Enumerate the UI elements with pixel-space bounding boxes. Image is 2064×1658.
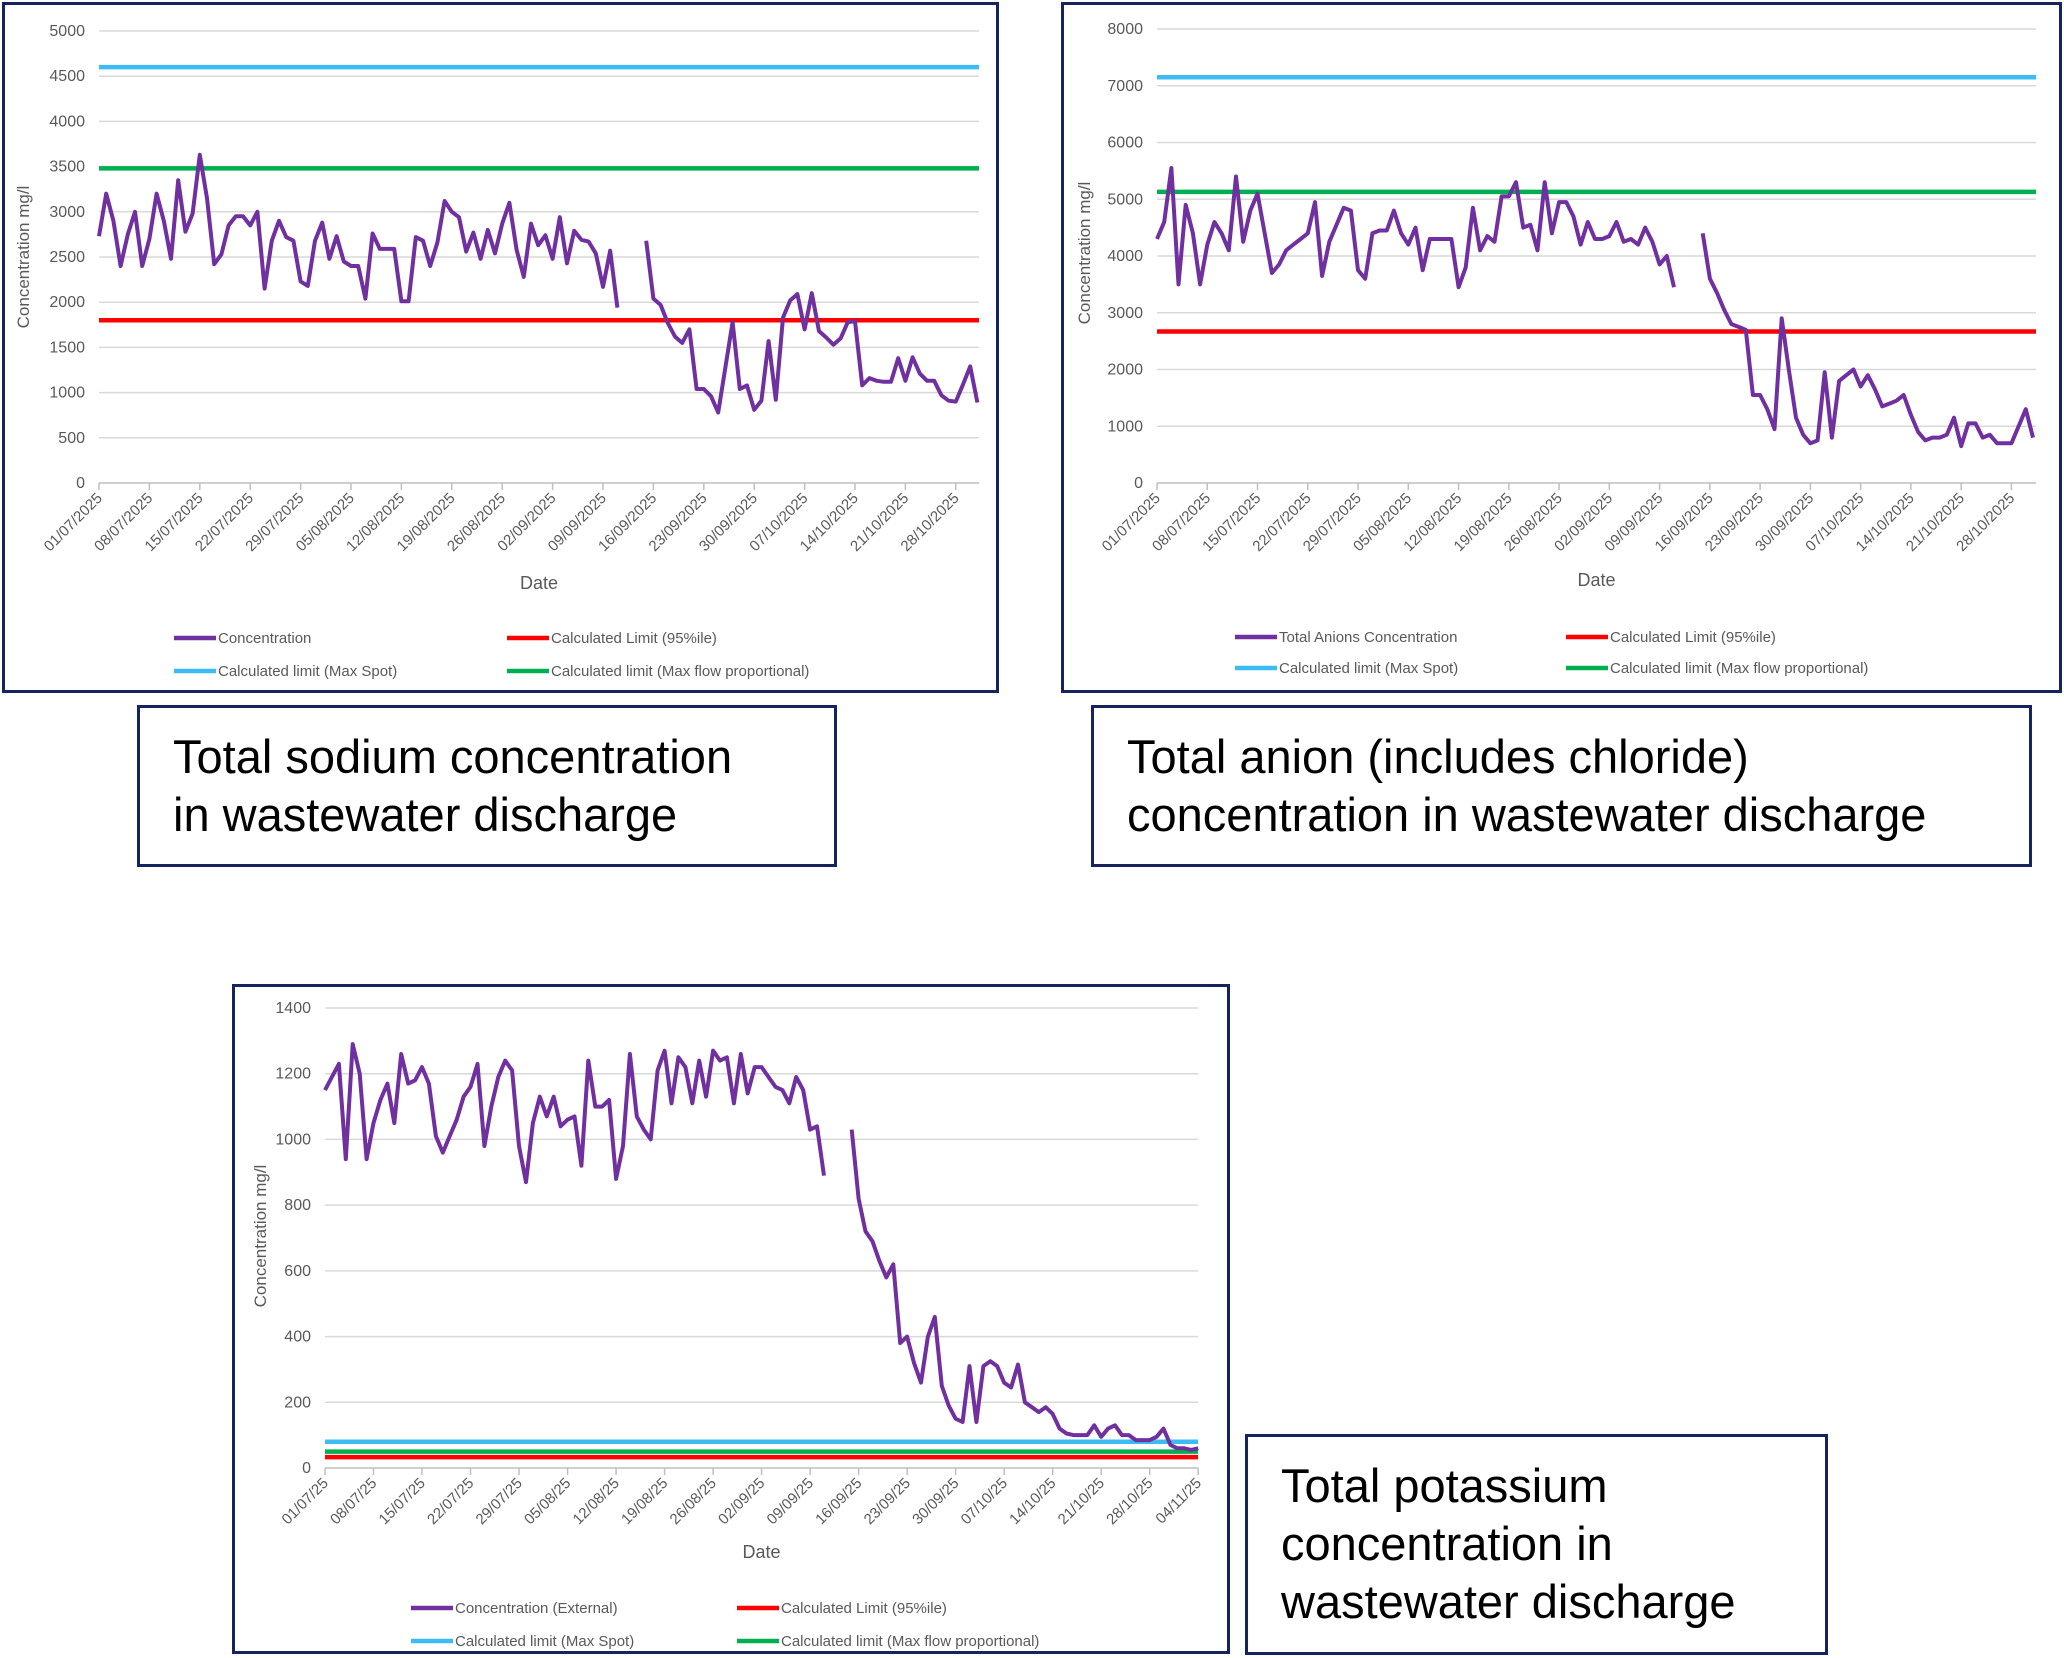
x-tick-label: 04/11/25 xyxy=(1152,1475,1205,1528)
y-tick-label: 8000 xyxy=(1107,21,1143,38)
x-axis-title: Date xyxy=(742,1542,780,1562)
y-tick-label: 6000 xyxy=(1107,135,1143,152)
concentration-line-segment xyxy=(97,152,620,308)
x-tick-label: 12/08/25 xyxy=(570,1475,623,1528)
y-tick-label: 4000 xyxy=(1107,248,1143,265)
x-tick-label: 28/10/25 xyxy=(1103,1475,1156,1528)
legend-label: Calculated limit (Max Spot) xyxy=(1279,660,1458,677)
caption-line: Total sodium concentration xyxy=(173,730,733,783)
legend-label: Calculated limit (Max flow proportional) xyxy=(551,663,809,680)
y-tick-label: 1500 xyxy=(49,339,85,356)
x-tick-label: 05/08/25 xyxy=(521,1475,574,1528)
x-tick-label: 30/09/25 xyxy=(909,1475,962,1528)
x-tick-label: 07/10/25 xyxy=(958,1475,1011,1528)
caption-line: Total potassium xyxy=(1281,1459,1608,1512)
y-tick-label: 3000 xyxy=(1107,305,1143,322)
y-tick-label: 2000 xyxy=(49,294,85,311)
concentration-line-segment xyxy=(323,1042,826,1185)
legend-label: Calculated Limit (95%ile) xyxy=(1610,629,1776,646)
anion-caption: Total anion (includes chloride) concentr… xyxy=(1091,705,2032,867)
caption-line: concentration in xyxy=(1281,1517,1613,1570)
y-tick-label: 1400 xyxy=(275,1000,311,1017)
sodium-chart: 0 500 1000 1500 2000 2500 3000 3500 4000 4500 5000… xyxy=(2,2,999,693)
concentration-line-segment xyxy=(1155,166,1676,290)
concentration-line-segment xyxy=(644,240,980,415)
anion-chart-svg: 01000200030004000500060007000800001/07/2… xyxy=(1075,21,2036,677)
x-tick-label: 19/08/25 xyxy=(618,1475,671,1528)
x-axis-title: Date xyxy=(520,573,558,593)
concentration-line-segment xyxy=(849,1129,1199,1452)
legend-label: Calculated limit (Max Spot) xyxy=(455,1633,634,1650)
sodium-chart-svg: 0 500 1000 1500 2000 2500 3000 3500 4000 4500 5000… xyxy=(14,23,980,680)
sodium-caption: Total sodium concentration in wastewater… xyxy=(137,705,837,867)
legend-label: Calculated Limit (95%ile) xyxy=(551,630,717,647)
concentration-line-segment xyxy=(1700,232,2035,449)
x-tick-label: 02/09/25 xyxy=(715,1475,768,1528)
y-tick-label: 1000 xyxy=(49,385,85,402)
x-tick-label: 29/07/25 xyxy=(473,1475,526,1528)
legend-label: Calculated limit (Max flow proportional) xyxy=(781,1633,1039,1650)
y-tick-label: 200 xyxy=(284,1394,311,1411)
x-tick-label: 09/09/25 xyxy=(764,1475,817,1528)
caption-line: wastewater discharge xyxy=(1281,1575,1736,1628)
y-tick-label: 0 xyxy=(76,475,85,492)
y-tick-label: 1000 xyxy=(275,1131,311,1148)
legend-label: Concentration xyxy=(218,630,311,647)
y-tick-label: 0 xyxy=(302,1460,311,1477)
legend-label: Calculated Limit (95%ile) xyxy=(781,1600,947,1617)
caption-line: in wastewater discharge xyxy=(173,788,678,841)
potassium-chart-svg: 0 200 400 600 800 1000 1200 1400 01/07/2508/07/2… xyxy=(251,1000,1205,1650)
y-tick-label: 3500 xyxy=(49,159,85,176)
legend-label: Calculated limit (Max flow proportional) xyxy=(1610,660,1868,677)
x-tick-label: 26/08/25 xyxy=(667,1475,720,1528)
legend-label: Concentration (External) xyxy=(455,1600,618,1617)
y-tick-label: 2000 xyxy=(1107,362,1143,379)
y-tick-label: 600 xyxy=(284,1263,311,1280)
x-tick-label: 21/10/25 xyxy=(1055,1475,1108,1528)
anion-chart: 0 1000 2000 3000 4000 5000 6000 7000 8000 01/07/2… xyxy=(1061,2,2062,693)
x-axis-title: Date xyxy=(1577,570,1615,590)
x-tick-label: 14/10/25 xyxy=(1006,1475,1059,1528)
y-tick-label: 0 xyxy=(1134,475,1143,492)
potassium-chart: 0 200 400 600 800 1000 1200 1400 01/07/25 08/07/2… xyxy=(232,984,1230,1654)
legend-label: Total Anions Concentration xyxy=(1279,629,1457,646)
x-tick-label: 08/07/25 xyxy=(327,1475,380,1528)
y-tick-label: 500 xyxy=(58,430,85,447)
y-tick-label: 3000 xyxy=(49,204,85,221)
x-tick-label: 22/07/25 xyxy=(424,1475,477,1528)
potassium-caption: Total potassium concentration in wastewa… xyxy=(1245,1434,1828,1655)
y-axis-title: Concentration mg/l xyxy=(1075,182,1094,325)
x-tick-label: 15/07/25 xyxy=(376,1475,429,1528)
y-tick-label: 400 xyxy=(284,1329,311,1346)
x-tick-label: 16/09/25 xyxy=(812,1475,865,1528)
y-tick-label: 7000 xyxy=(1107,78,1143,95)
y-tick-label: 800 xyxy=(284,1197,311,1214)
x-tick-label: 01/07/25 xyxy=(279,1475,332,1528)
caption-line: Total anion (includes chloride) xyxy=(1127,730,1749,783)
x-tick-label: 23/09/25 xyxy=(861,1475,914,1528)
y-tick-label: 5000 xyxy=(1107,191,1143,208)
caption-line: concentration in wastewater discharge xyxy=(1127,788,1927,841)
y-tick-label: 4000 xyxy=(49,113,85,130)
y-tick-label: 1000 xyxy=(1107,418,1143,435)
legend-label: Calculated limit (Max Spot) xyxy=(218,663,397,680)
y-tick-label: 2500 xyxy=(49,249,85,266)
y-tick-label: 4500 xyxy=(49,68,85,85)
y-tick-label: 1200 xyxy=(275,1066,311,1083)
y-axis-title: Concentration mg/l xyxy=(251,1165,270,1308)
y-tick-label: 5000 xyxy=(49,23,85,40)
y-axis-title: Concentration mg/l xyxy=(14,186,33,329)
